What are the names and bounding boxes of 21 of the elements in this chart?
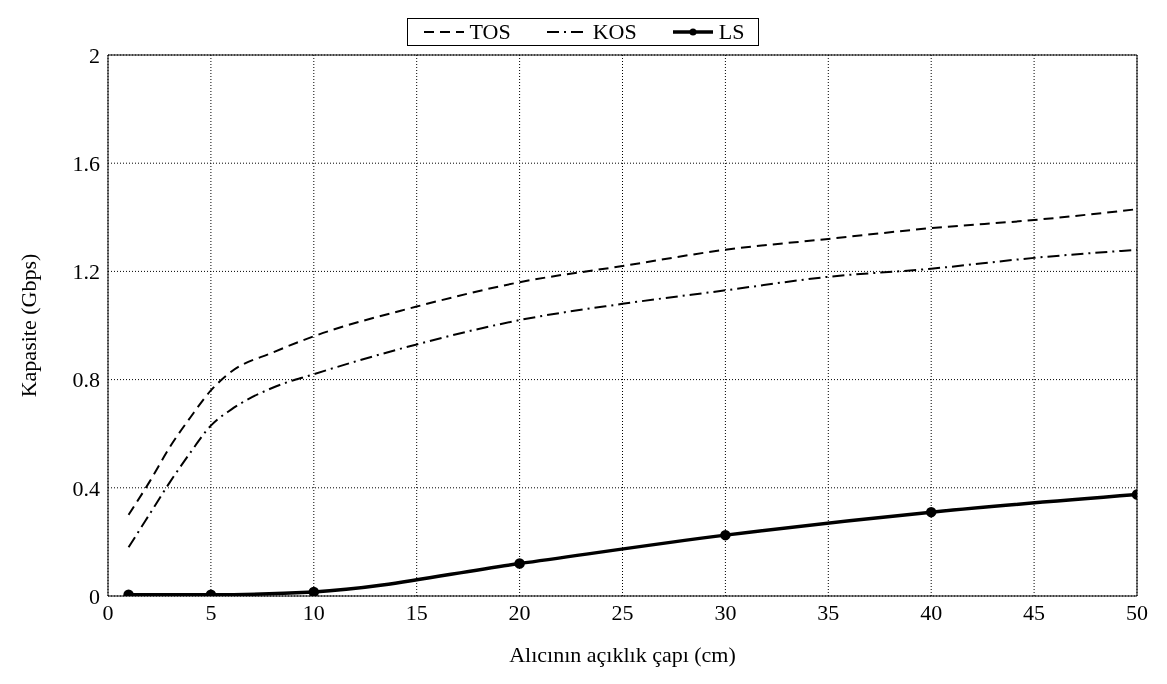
y-tick-label: 0.4 [72,475,100,501]
x-tick-label: 20 [508,599,531,625]
x-tick-label: 30 [714,599,737,625]
y-tick-label: 1.2 [72,259,100,285]
x-tick-label: 5 [205,599,217,625]
legend-label: TOS [469,19,511,45]
legend-label: LS [718,19,745,45]
y-tick-label: 2 [89,42,100,68]
x-tick-label: 10 [302,599,325,625]
x-tick-label: 35 [817,599,840,625]
x-tick-label: 50 [1126,599,1148,625]
y-tick-label: 0 [89,583,100,609]
x-axis-title: Alıcının açıklık çapı (cm) [509,642,736,667]
legend-label: KOS [592,19,637,45]
x-tick-label: 25 [611,599,634,625]
x-tick-label: 40 [920,599,943,625]
y-tick-label: 0.8 [72,367,100,393]
y-axis-title: Kapasite (Gbps) [15,253,41,398]
x-tick-label: 15 [405,599,428,625]
y-tick-label: 1.6 [72,151,100,177]
x-tick-label: 45 [1023,599,1046,625]
